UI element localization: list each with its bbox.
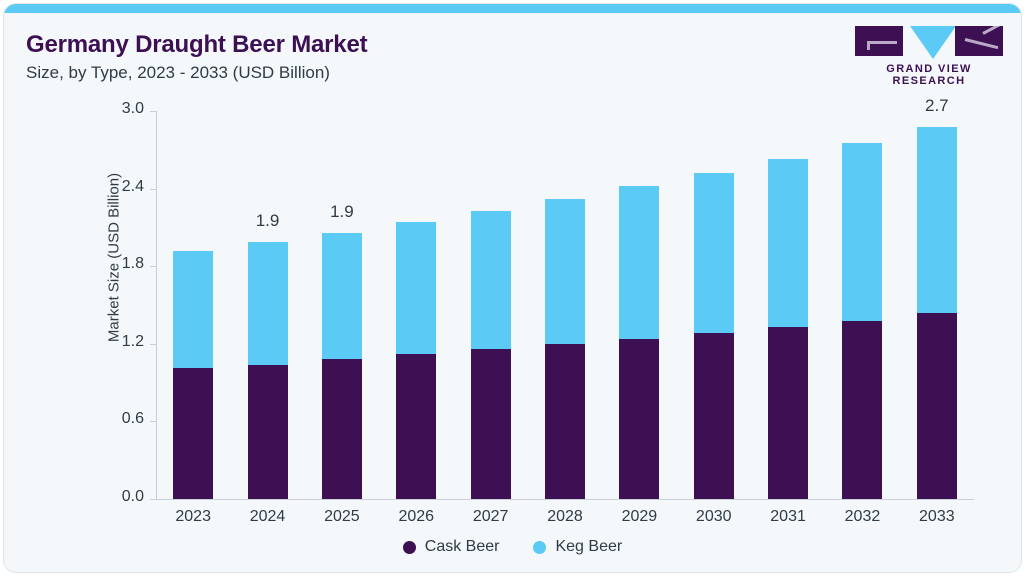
bar-segment-cask-beer[interactable] — [247, 364, 288, 499]
gvr-right-block-icon — [955, 26, 1003, 56]
bar-segment-keg-beer[interactable] — [768, 158, 809, 327]
bar-value-label: 1.9 — [255, 210, 280, 230]
y-axis-tick-label: 1.2 — [121, 332, 144, 350]
bar-group[interactable] — [768, 158, 809, 499]
page-title: Germany Draught Beer Market — [26, 31, 368, 58]
bar-segment-cask-beer[interactable] — [321, 359, 362, 499]
y-axis-tick — [150, 421, 157, 423]
legend-swatch-icon — [402, 540, 416, 554]
bar-segment-keg-beer[interactable] — [247, 241, 288, 365]
y-axis-tick — [150, 343, 157, 345]
y-axis-tick — [150, 188, 157, 190]
page-subtitle: Size, by Type, 2023 - 2033 (USD Billion) — [26, 63, 330, 82]
y-axis-tick-label: 0.6 — [121, 410, 144, 428]
bar-group[interactable] — [842, 143, 883, 499]
x-axis-tick-label: 2030 — [695, 508, 732, 525]
bar-segment-cask-beer[interactable] — [842, 320, 883, 499]
x-axis-tick-label: 2028 — [547, 508, 583, 525]
x-axis-tick-label: 2033 — [919, 508, 955, 525]
x-axis-tick-label: 2023 — [175, 508, 211, 525]
x-axis-tick-label: 2029 — [621, 508, 658, 525]
bar-segment-keg-beer[interactable] — [321, 232, 362, 360]
gvr-left-block-icon — [855, 26, 903, 56]
bar-group[interactable] — [173, 250, 214, 499]
bar-segment-cask-beer[interactable] — [545, 343, 585, 499]
bar-segment-cask-beer[interactable] — [470, 348, 511, 499]
bar-segment-keg-beer[interactable] — [693, 173, 734, 334]
y-axis-tick-label: 1.8 — [121, 255, 144, 273]
logo-text: GRAND VIEW RESEARCH — [886, 63, 972, 87]
bar-segment-keg-beer[interactable] — [842, 143, 883, 321]
y-axis-line — [156, 111, 157, 500]
plot-area — [156, 111, 974, 499]
bar-segment-keg-beer[interactable] — [396, 222, 437, 355]
y-axis-tick-label: 3.0 — [121, 100, 144, 117]
y-axis-tick — [150, 111, 157, 112]
bar-group[interactable] — [470, 210, 511, 499]
x-axis-tick-label: 2025 — [324, 508, 360, 525]
bar-group[interactable] — [916, 126, 957, 499]
legend-label: Cask Beer — [424, 538, 500, 555]
x-axis-tick-label: 2024 — [249, 508, 286, 525]
legend-label: Keg Beer — [555, 538, 623, 555]
bar-segment-keg-beer[interactable] — [173, 250, 214, 369]
y-axis-title: Market Size (USD Billion) — [105, 172, 123, 343]
y-axis-tick-label: 0.0 — [121, 488, 144, 505]
x-axis-tick-label: 2026 — [398, 508, 435, 525]
bar-segment-cask-beer[interactable] — [396, 354, 437, 499]
bar-group[interactable] — [321, 232, 362, 499]
gvr-triangle-icon — [910, 26, 956, 59]
y-axis-labels: 0.0 0.6 1.2 1.8 2.4 3.0 — [4, 4, 144, 572]
legend-swatch-icon — [533, 540, 547, 554]
x-axis-tick-label: 2031 — [770, 508, 806, 525]
bar-segment-cask-beer[interactable] — [916, 312, 957, 499]
bar-segment-keg-beer[interactable] — [916, 126, 957, 313]
accent-top-bar — [4, 4, 1021, 13]
bar-segment-cask-beer[interactable] — [619, 338, 660, 499]
y-axis-tick-label: 2.4 — [121, 177, 144, 195]
bar-value-label: 2.7 — [924, 95, 949, 115]
bar-group[interactable] — [396, 222, 437, 499]
y-axis-tick — [150, 266, 157, 268]
bar-value-label: 1.9 — [330, 201, 354, 221]
x-axis-tick-label: 2027 — [472, 508, 509, 525]
bar-segment-cask-beer[interactable] — [693, 333, 734, 499]
x-axis-tick-label: 2032 — [844, 508, 881, 525]
legend-item[interactable]: Cask Beer — [402, 538, 500, 556]
bar-segment-keg-beer[interactable] — [470, 210, 511, 349]
bar-segment-cask-beer[interactable] — [173, 368, 214, 499]
bar-group[interactable] — [247, 241, 288, 499]
grand-view-research-logo: GRAND VIEW RESEARCH — [855, 26, 1003, 87]
x-axis-line — [156, 499, 974, 500]
bar-segment-keg-beer[interactable] — [545, 198, 585, 344]
y-axis-tick — [150, 499, 157, 500]
bar-segment-cask-beer[interactable] — [768, 327, 809, 499]
bar-group[interactable] — [619, 186, 660, 499]
chart-legend: Cask Beer Keg Beer — [4, 538, 1021, 556]
bar-segment-keg-beer[interactable] — [619, 186, 660, 339]
bar-group[interactable] — [693, 173, 734, 499]
bar-group[interactable] — [545, 198, 585, 499]
legend-item[interactable]: Keg Beer — [533, 538, 622, 556]
chart-card: Germany Draught Beer Market Size, by Typ… — [4, 4, 1021, 572]
